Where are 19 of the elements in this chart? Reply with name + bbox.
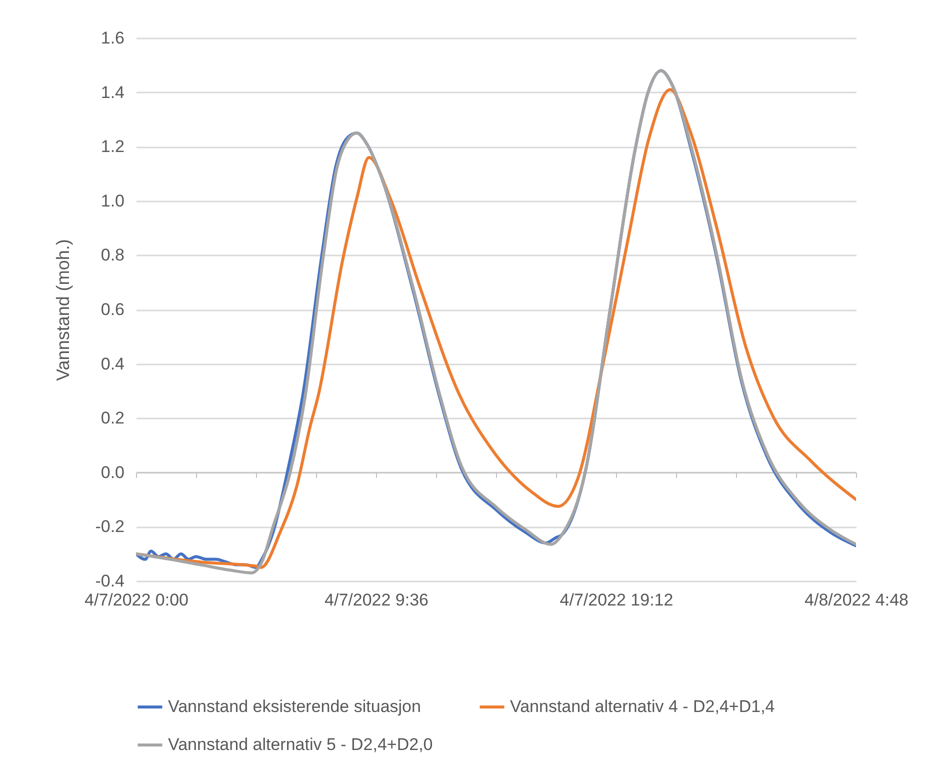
y-tick-label: 1.6: [100, 28, 124, 48]
y-tick-label: 0.8: [100, 246, 124, 265]
y-tick-label: 1.2: [100, 137, 124, 156]
x-tick-label: 4/7/2022 9:36: [324, 590, 428, 610]
y-tick-label: -0.4: [95, 572, 124, 590]
y-tick-label: 1.0: [100, 191, 124, 210]
y-axis-title: Vannstand (moh.): [53, 239, 74, 381]
y-tick-label: 1.4: [100, 82, 124, 102]
y-tick-label: -0.2: [95, 517, 124, 536]
x-tick-label: 4/7/2022 0:00: [84, 590, 188, 610]
legend-label: Vannstand alternativ 5 - D2,4+D2,0: [168, 735, 433, 754]
y-tick-label: 0.2: [100, 408, 124, 428]
y-tick-label: 0.6: [100, 300, 124, 319]
legend-label: Vannstand eksisterende situasjon: [168, 697, 421, 716]
legend-label: Vannstand alternativ 4 - D2,4+D1,4: [510, 697, 775, 716]
x-tick-label: 4/8/2022 4:48: [804, 590, 908, 610]
y-tick-label: 0.0: [100, 462, 124, 482]
y-tick-label: 0.4: [100, 354, 124, 374]
x-tick-label: 4/7/2022 19:12: [560, 590, 674, 610]
